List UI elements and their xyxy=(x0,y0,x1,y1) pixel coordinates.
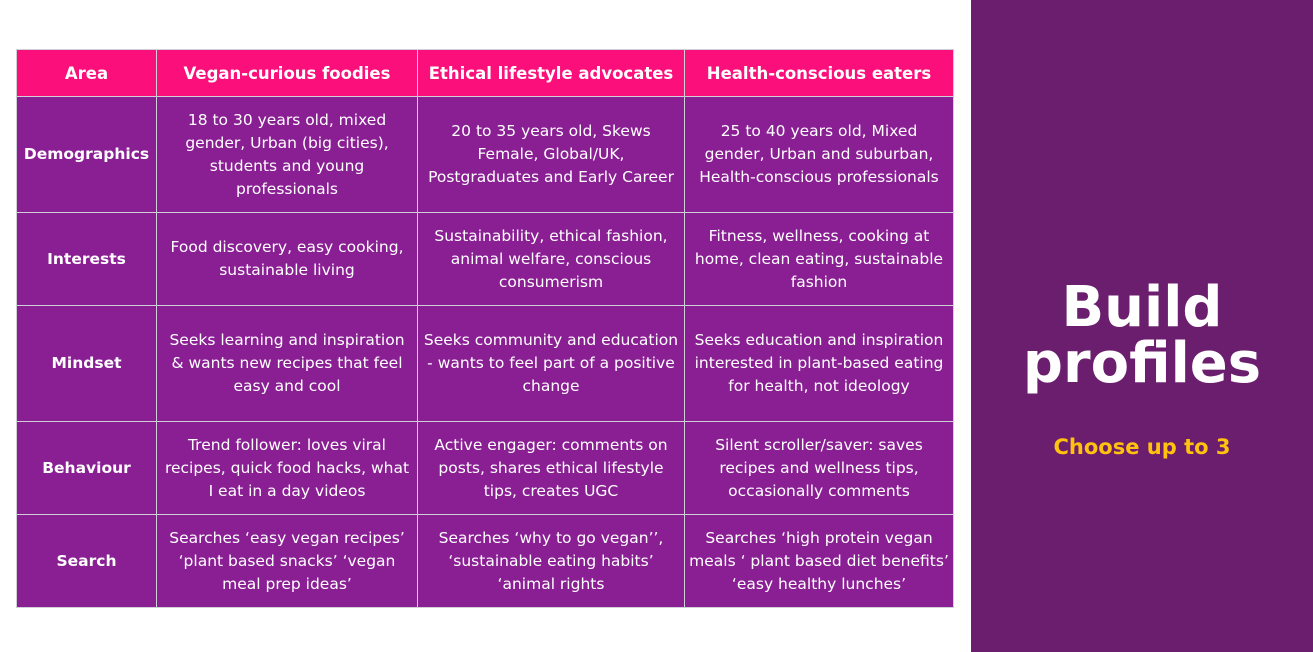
side-panel: Build profiles Choose up to 3 xyxy=(971,0,1313,652)
panel-title-line2: profiles xyxy=(1022,331,1262,396)
table-cell: Searches ‘why to go vegan’’, ‘sustainabl… xyxy=(417,514,685,608)
header-health-conscious-eaters: Health-conscious eaters xyxy=(684,49,954,97)
row-label: Search xyxy=(16,514,157,608)
panel-title: Build profiles xyxy=(971,280,1313,392)
row-label: Interests xyxy=(16,212,157,306)
table-cell: Active engager: comments on posts, share… xyxy=(417,421,685,515)
table-header-row: Area Vegan-curious foodies Ethical lifes… xyxy=(16,49,954,97)
row-label: Demographics xyxy=(16,96,157,213)
table-cell: 18 to 30 years old, mixed gender, Urban … xyxy=(156,96,418,213)
profiles-table: Area Vegan-curious foodies Ethical lifes… xyxy=(16,49,954,608)
row-label: Mindset xyxy=(16,305,157,422)
header-ethical-lifestyle-advocates: Ethical lifestyle advocates xyxy=(417,49,685,97)
table-cell: 25 to 40 years old, Mixed gender, Urban … xyxy=(684,96,954,213)
table-cell: Searches ‘easy vegan recipes’ ‘plant bas… xyxy=(156,514,418,608)
table-cell: 20 to 35 years old, Skews Female, Global… xyxy=(417,96,685,213)
table-cell: Searches ‘high protein vegan meals ‘ pla… xyxy=(684,514,954,608)
table-cell: Seeks learning and inspiration & wants n… xyxy=(156,305,418,422)
table-row-interests: Interests Food discovery, easy cooking, … xyxy=(16,212,954,306)
header-vegan-curious-foodies: Vegan-curious foodies xyxy=(156,49,418,97)
profiles-table-container: Area Vegan-curious foodies Ethical lifes… xyxy=(16,49,954,608)
table-cell: Seeks community and education - wants to… xyxy=(417,305,685,422)
table-row-behaviour: Behaviour Trend follower: loves viral re… xyxy=(16,421,954,515)
panel-title-line1: Build xyxy=(1061,275,1223,340)
table-cell: Fitness, wellness, cooking at home, clea… xyxy=(684,212,954,306)
table-row-demographics: Demographics 18 to 30 years old, mixed g… xyxy=(16,96,954,213)
table-cell: Food discovery, easy cooking, sustainabl… xyxy=(156,212,418,306)
row-label: Behaviour xyxy=(16,421,157,515)
table-row-search: Search Searches ‘easy vegan recipes’ ‘pl… xyxy=(16,514,954,608)
header-area: Area xyxy=(16,49,157,97)
table-cell: Silent scroller/saver: saves recipes and… xyxy=(684,421,954,515)
table-cell: Trend follower: loves viral recipes, qui… xyxy=(156,421,418,515)
table-cell: Sustainability, ethical fashion, animal … xyxy=(417,212,685,306)
panel-subtitle: Choose up to 3 xyxy=(1053,435,1231,459)
table-row-mindset: Mindset Seeks learning and inspiration &… xyxy=(16,305,954,422)
table-cell: Seeks education and inspiration interest… xyxy=(684,305,954,422)
